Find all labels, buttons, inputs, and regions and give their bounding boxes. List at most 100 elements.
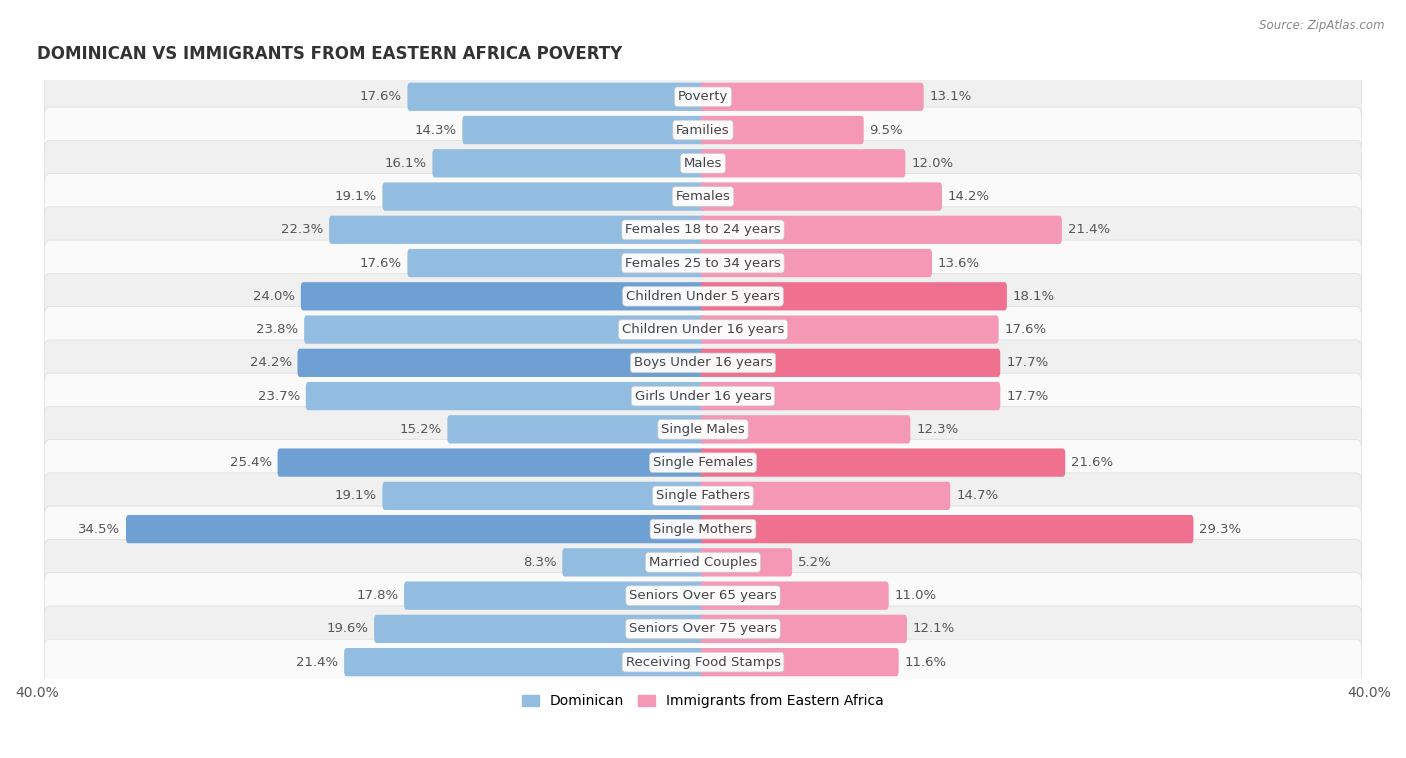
FancyBboxPatch shape (700, 449, 1066, 477)
Text: 21.4%: 21.4% (297, 656, 339, 669)
FancyBboxPatch shape (700, 415, 910, 443)
Text: Females 18 to 24 years: Females 18 to 24 years (626, 224, 780, 236)
Text: 14.3%: 14.3% (415, 124, 457, 136)
FancyBboxPatch shape (304, 315, 706, 343)
Text: Single Females: Single Females (652, 456, 754, 469)
FancyBboxPatch shape (45, 639, 1361, 685)
FancyBboxPatch shape (45, 373, 1361, 419)
Text: 9.5%: 9.5% (869, 124, 903, 136)
FancyBboxPatch shape (277, 449, 706, 477)
FancyBboxPatch shape (45, 240, 1361, 286)
Text: 13.6%: 13.6% (938, 256, 980, 270)
FancyBboxPatch shape (700, 548, 792, 577)
Text: Seniors Over 65 years: Seniors Over 65 years (628, 589, 778, 602)
Legend: Dominican, Immigrants from Eastern Africa: Dominican, Immigrants from Eastern Afric… (517, 688, 889, 714)
FancyBboxPatch shape (45, 573, 1361, 619)
FancyBboxPatch shape (700, 382, 1000, 410)
Text: Males: Males (683, 157, 723, 170)
FancyBboxPatch shape (700, 648, 898, 676)
FancyBboxPatch shape (433, 149, 706, 177)
Text: Single Males: Single Males (661, 423, 745, 436)
FancyBboxPatch shape (700, 282, 1007, 311)
FancyBboxPatch shape (374, 615, 706, 643)
Text: Poverty: Poverty (678, 90, 728, 103)
Text: 17.6%: 17.6% (360, 256, 402, 270)
FancyBboxPatch shape (700, 515, 1194, 543)
Text: 13.1%: 13.1% (929, 90, 972, 103)
FancyBboxPatch shape (45, 440, 1361, 486)
FancyBboxPatch shape (307, 382, 706, 410)
FancyBboxPatch shape (45, 74, 1361, 120)
Text: 17.6%: 17.6% (1004, 323, 1046, 336)
Text: Seniors Over 75 years: Seniors Over 75 years (628, 622, 778, 635)
FancyBboxPatch shape (700, 116, 863, 144)
FancyBboxPatch shape (382, 183, 706, 211)
Text: 15.2%: 15.2% (399, 423, 441, 436)
Text: 21.4%: 21.4% (1067, 224, 1109, 236)
FancyBboxPatch shape (45, 207, 1361, 252)
FancyBboxPatch shape (700, 216, 1062, 244)
FancyBboxPatch shape (562, 548, 706, 577)
FancyBboxPatch shape (45, 174, 1361, 220)
FancyBboxPatch shape (45, 606, 1361, 652)
FancyBboxPatch shape (408, 83, 706, 111)
Text: 24.0%: 24.0% (253, 290, 295, 302)
Text: 8.3%: 8.3% (523, 556, 557, 568)
FancyBboxPatch shape (45, 140, 1361, 186)
FancyBboxPatch shape (463, 116, 706, 144)
Text: 25.4%: 25.4% (229, 456, 271, 469)
FancyBboxPatch shape (700, 183, 942, 211)
Text: 12.1%: 12.1% (912, 622, 955, 635)
Text: 24.2%: 24.2% (249, 356, 291, 369)
Text: 23.7%: 23.7% (257, 390, 299, 402)
Text: Boys Under 16 years: Boys Under 16 years (634, 356, 772, 369)
FancyBboxPatch shape (344, 648, 706, 676)
Text: Females 25 to 34 years: Females 25 to 34 years (626, 256, 780, 270)
FancyBboxPatch shape (329, 216, 706, 244)
Text: 11.0%: 11.0% (894, 589, 936, 602)
Text: 11.6%: 11.6% (904, 656, 946, 669)
Text: Females: Females (675, 190, 731, 203)
Text: Source: ZipAtlas.com: Source: ZipAtlas.com (1260, 19, 1385, 32)
FancyBboxPatch shape (700, 249, 932, 277)
Text: 29.3%: 29.3% (1199, 522, 1241, 536)
FancyBboxPatch shape (382, 482, 706, 510)
Text: Receiving Food Stamps: Receiving Food Stamps (626, 656, 780, 669)
FancyBboxPatch shape (127, 515, 706, 543)
FancyBboxPatch shape (700, 482, 950, 510)
Text: 17.7%: 17.7% (1007, 356, 1049, 369)
Text: 18.1%: 18.1% (1012, 290, 1054, 302)
Text: 19.1%: 19.1% (335, 190, 377, 203)
Text: Married Couples: Married Couples (650, 556, 756, 568)
Text: 5.2%: 5.2% (799, 556, 832, 568)
FancyBboxPatch shape (45, 540, 1361, 585)
Text: 12.3%: 12.3% (917, 423, 959, 436)
FancyBboxPatch shape (700, 615, 907, 643)
FancyBboxPatch shape (45, 506, 1361, 552)
FancyBboxPatch shape (45, 307, 1361, 352)
Text: 14.2%: 14.2% (948, 190, 990, 203)
FancyBboxPatch shape (45, 473, 1361, 518)
Text: Single Mothers: Single Mothers (654, 522, 752, 536)
Text: Single Fathers: Single Fathers (657, 490, 749, 503)
FancyBboxPatch shape (45, 107, 1361, 153)
Text: Girls Under 16 years: Girls Under 16 years (634, 390, 772, 402)
FancyBboxPatch shape (700, 581, 889, 609)
Text: 21.6%: 21.6% (1071, 456, 1114, 469)
Text: 19.6%: 19.6% (326, 622, 368, 635)
Text: 22.3%: 22.3% (281, 224, 323, 236)
FancyBboxPatch shape (447, 415, 706, 443)
Text: DOMINICAN VS IMMIGRANTS FROM EASTERN AFRICA POVERTY: DOMINICAN VS IMMIGRANTS FROM EASTERN AFR… (37, 45, 621, 64)
FancyBboxPatch shape (700, 315, 998, 343)
Text: 19.1%: 19.1% (335, 490, 377, 503)
Text: 17.7%: 17.7% (1007, 390, 1049, 402)
Text: Children Under 5 years: Children Under 5 years (626, 290, 780, 302)
FancyBboxPatch shape (298, 349, 706, 377)
FancyBboxPatch shape (301, 282, 706, 311)
Text: 17.8%: 17.8% (356, 589, 398, 602)
FancyBboxPatch shape (700, 83, 924, 111)
FancyBboxPatch shape (45, 406, 1361, 453)
Text: 14.7%: 14.7% (956, 490, 998, 503)
Text: 12.0%: 12.0% (911, 157, 953, 170)
FancyBboxPatch shape (404, 581, 706, 609)
